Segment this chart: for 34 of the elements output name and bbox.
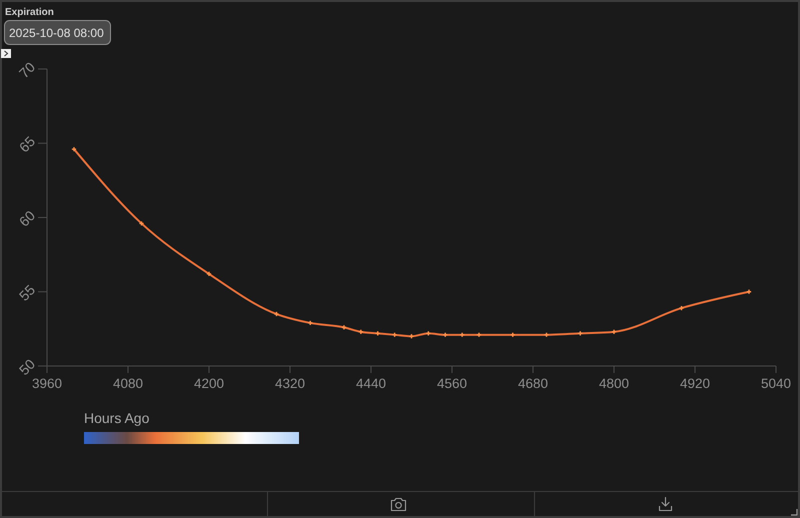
y-tick-label: 60 — [16, 207, 38, 230]
point — [578, 331, 582, 336]
point — [358, 330, 363, 334]
x-tick-label: 4200 — [194, 376, 224, 391]
point — [612, 330, 616, 334]
x-tick-label: 3960 — [32, 376, 62, 391]
point — [308, 320, 312, 326]
point — [544, 332, 549, 337]
y-tick-label: 65 — [16, 132, 38, 156]
x-tick-label: 4320 — [274, 376, 306, 391]
x-tick-label: 4680 — [518, 376, 548, 391]
y-tick-label: 50 — [16, 356, 38, 378]
x-tick-label: 4080 — [112, 376, 144, 391]
point — [376, 331, 380, 336]
point — [443, 332, 448, 337]
point — [510, 332, 515, 337]
legend-title: Hours Ago — [84, 410, 150, 426]
x-tick-label: 5040 — [760, 376, 792, 391]
point — [426, 331, 430, 336]
chart-subtitle: 2025-10-08 08:00 — [9, 26, 104, 40]
line-series — [72, 147, 752, 338]
x-tick-label: 4560 — [436, 376, 468, 391]
x-tick-label: 4800 — [598, 376, 630, 391]
point — [72, 147, 76, 152]
point — [746, 290, 752, 294]
point — [460, 332, 464, 337]
x-tick-label: 4440 — [356, 376, 386, 391]
y-tick-label: 70 — [16, 58, 38, 82]
point — [392, 332, 397, 337]
point — [409, 334, 414, 338]
x-tick-label: 4920 — [680, 376, 710, 391]
point — [476, 332, 482, 337]
y-tick-label: 55 — [16, 281, 38, 304]
chart-title: Expiration — [5, 7, 54, 18]
